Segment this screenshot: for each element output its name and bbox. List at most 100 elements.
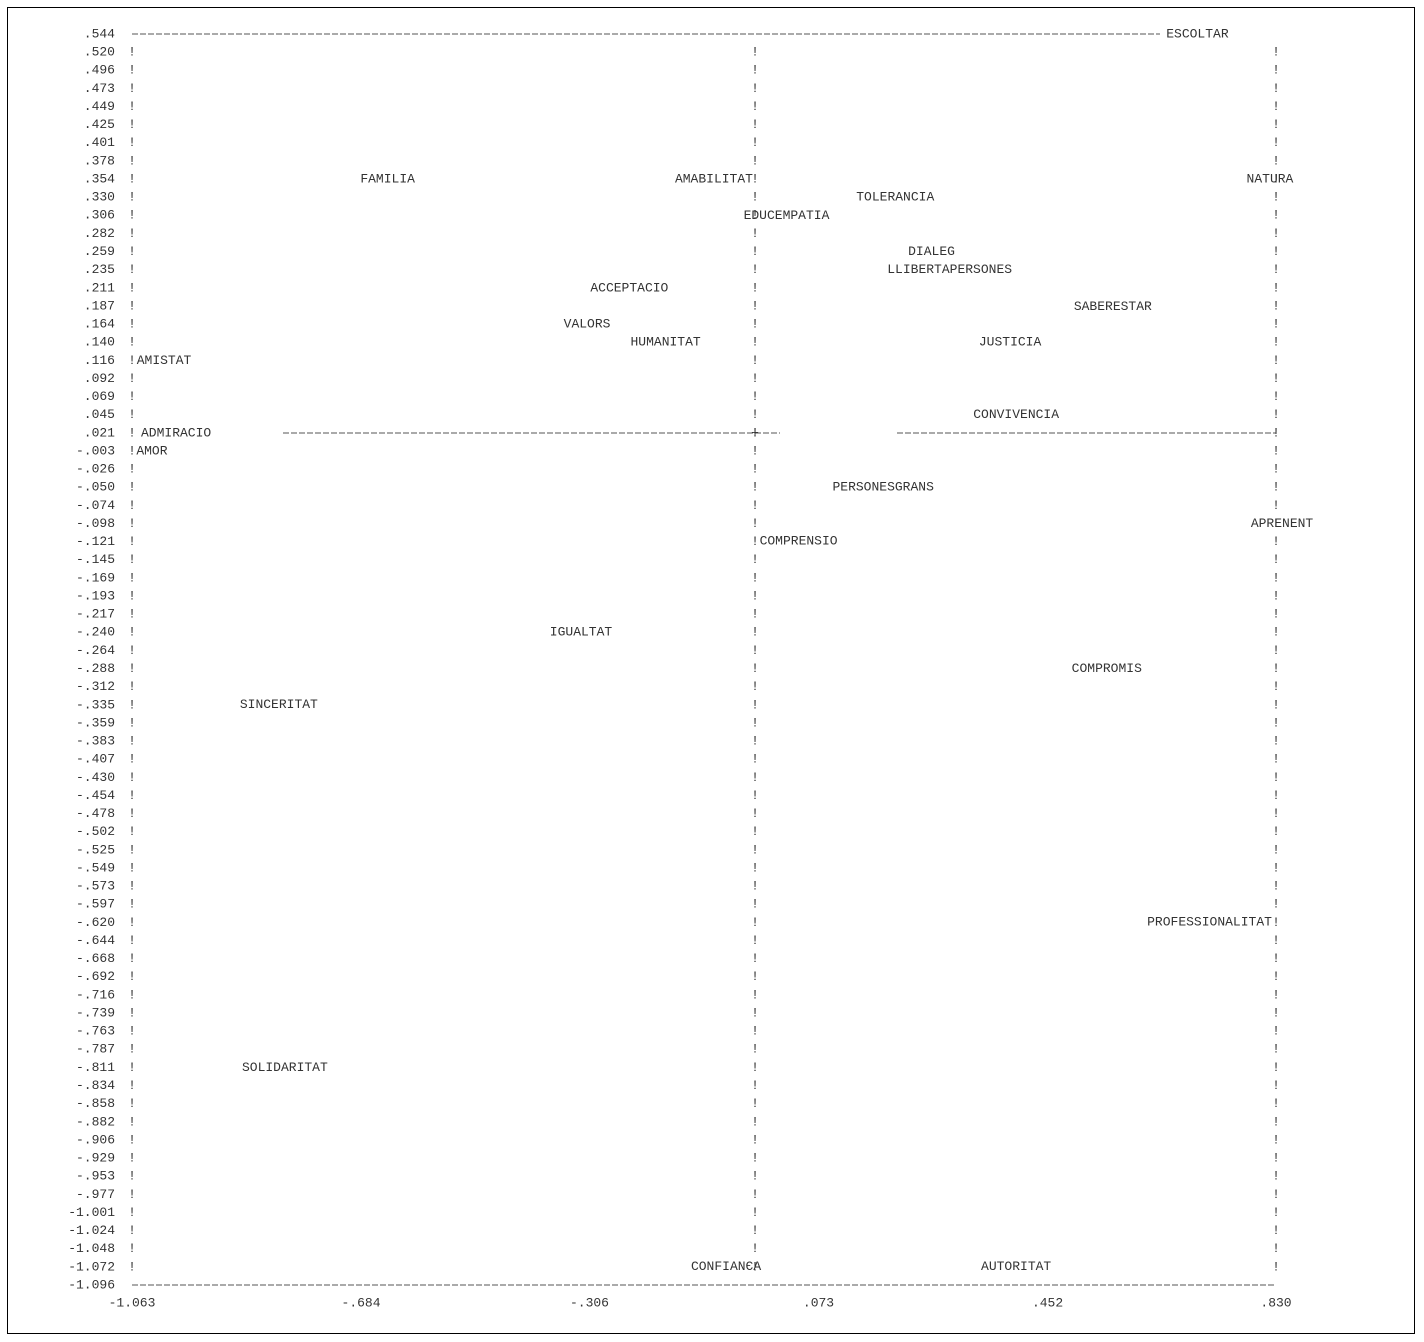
right-border-mark: ! <box>1272 752 1280 767</box>
zero-axis-mark: ! <box>751 81 759 96</box>
left-border-mark: ! <box>128 534 136 549</box>
left-border-mark: ! <box>128 1096 136 1111</box>
zero-axis-mark: ! <box>751 951 759 966</box>
right-border-mark: ! <box>1272 425 1280 440</box>
right-border-mark: ! <box>1272 262 1280 277</box>
zero-axis-mark: ! <box>751 244 759 259</box>
left-border-mark: ! <box>128 425 136 440</box>
zero-axis-mark: ! <box>751 1060 759 1075</box>
y-tick-label: .069 <box>84 389 115 404</box>
right-border-mark: ! <box>1272 806 1280 821</box>
right-border-mark: ! <box>1272 353 1280 368</box>
left-border-mark: ! <box>128 806 136 821</box>
right-border-mark: ! <box>1272 1024 1280 1039</box>
right-border-mark: ! <box>1272 1096 1280 1111</box>
y-tick-label: -.003 <box>76 443 115 458</box>
y-tick-label: -.240 <box>76 625 115 640</box>
point-label: HUMANITAT <box>631 335 701 350</box>
y-tick-label: -.953 <box>76 1169 115 1184</box>
y-tick-label: -.169 <box>76 570 115 585</box>
left-border-mark: ! <box>128 824 136 839</box>
point-label: SABERESTAR <box>1074 299 1152 314</box>
zero-axis-mark: ! <box>751 588 759 603</box>
y-tick-label: .235 <box>84 262 115 277</box>
zero-axis-mark: ! <box>751 153 759 168</box>
zero-axis-mark: ! <box>751 1187 759 1202</box>
y-tick-label: -.430 <box>76 770 115 785</box>
y-tick-label: .164 <box>84 317 115 332</box>
y-tick-label: .259 <box>84 244 115 259</box>
y-tick-label: -.929 <box>76 1151 115 1166</box>
left-border-mark: ! <box>128 480 136 495</box>
left-border-mark: ! <box>128 298 136 313</box>
zero-axis-mark: ! <box>751 824 759 839</box>
zero-axis-mark: ! <box>751 317 759 332</box>
right-border-mark: ! <box>1272 842 1280 857</box>
point-label: SOLIDARITAT <box>242 1060 328 1075</box>
zero-axis-mark: ! <box>751 1205 759 1220</box>
zero-axis-mark: ! <box>751 879 759 894</box>
left-border-mark: ! <box>128 770 136 785</box>
left-border-mark: ! <box>128 1241 136 1256</box>
right-border-mark: ! <box>1272 625 1280 640</box>
y-tick-label: .306 <box>84 208 115 223</box>
point-label: ESCOLTAR <box>1166 26 1229 41</box>
y-tick-label: -.502 <box>76 824 115 839</box>
right-border-mark: ! <box>1272 897 1280 912</box>
zero-axis-mark: ! <box>751 443 759 458</box>
y-tick-label: -.525 <box>76 842 115 857</box>
y-tick-label: -.573 <box>76 879 115 894</box>
y-tick-label: .140 <box>84 335 115 350</box>
y-tick-label: .354 <box>84 171 115 186</box>
point-label: VALORS <box>564 316 611 331</box>
y-tick-label: -.264 <box>76 643 115 658</box>
right-border-mark: ! <box>1272 443 1280 458</box>
left-border-mark: ! <box>128 1205 136 1220</box>
zero-axis-mark: ! <box>751 190 759 205</box>
left-border-mark: ! <box>128 752 136 767</box>
right-border-mark: ! <box>1272 570 1280 585</box>
right-border-mark: ! <box>1272 788 1280 803</box>
zero-axis-mark: ! <box>751 1151 759 1166</box>
right-border-mark: ! <box>1272 208 1280 223</box>
y-tick-label: -.739 <box>76 1005 115 1020</box>
point-label: TOLERANCIA <box>856 190 934 205</box>
y-tick-label: .520 <box>84 45 115 60</box>
right-border-mark: ! <box>1272 226 1280 241</box>
left-border-mark: ! <box>128 353 136 368</box>
left-border-mark: ! <box>128 697 136 712</box>
y-tick-label: -.858 <box>76 1096 115 1111</box>
y-tick-label: -.834 <box>76 1078 115 1093</box>
plot-frame <box>7 7 1415 1334</box>
left-border-mark: ! <box>128 1024 136 1039</box>
point-label: PERSONESGRANS <box>832 480 934 495</box>
right-border-mark: ! <box>1272 643 1280 658</box>
left-border-mark: ! <box>128 1132 136 1147</box>
right-border-mark: ! <box>1272 915 1280 930</box>
zero-axis-mark: ! <box>751 298 759 313</box>
zero-axis-mark: ! <box>751 770 759 785</box>
left-border-mark: ! <box>128 860 136 875</box>
left-border-mark: ! <box>128 987 136 1002</box>
left-border-mark: ! <box>128 1169 136 1184</box>
zero-axis-mark: ! <box>751 1114 759 1129</box>
y-tick-label: .187 <box>84 298 115 313</box>
zero-axis-mark: ! <box>751 226 759 241</box>
right-border-mark: ! <box>1272 190 1280 205</box>
left-border-mark: ! <box>128 1223 136 1238</box>
right-border-mark: ! <box>1272 969 1280 984</box>
left-border-mark: ! <box>128 190 136 205</box>
left-border-mark: ! <box>128 897 136 912</box>
left-border-mark: ! <box>128 1151 136 1166</box>
left-border-mark: ! <box>128 516 136 531</box>
y-tick-label: -.098 <box>76 516 115 531</box>
right-border-mark: ! <box>1272 933 1280 948</box>
left-border-mark: ! <box>128 443 136 458</box>
zero-axis-mark: ! <box>751 208 759 223</box>
right-border-mark: ! <box>1272 770 1280 785</box>
left-border-mark: ! <box>128 643 136 658</box>
right-border-mark: ! <box>1272 588 1280 603</box>
right-border-mark: ! <box>1272 171 1280 186</box>
left-border-mark: ! <box>128 371 136 386</box>
